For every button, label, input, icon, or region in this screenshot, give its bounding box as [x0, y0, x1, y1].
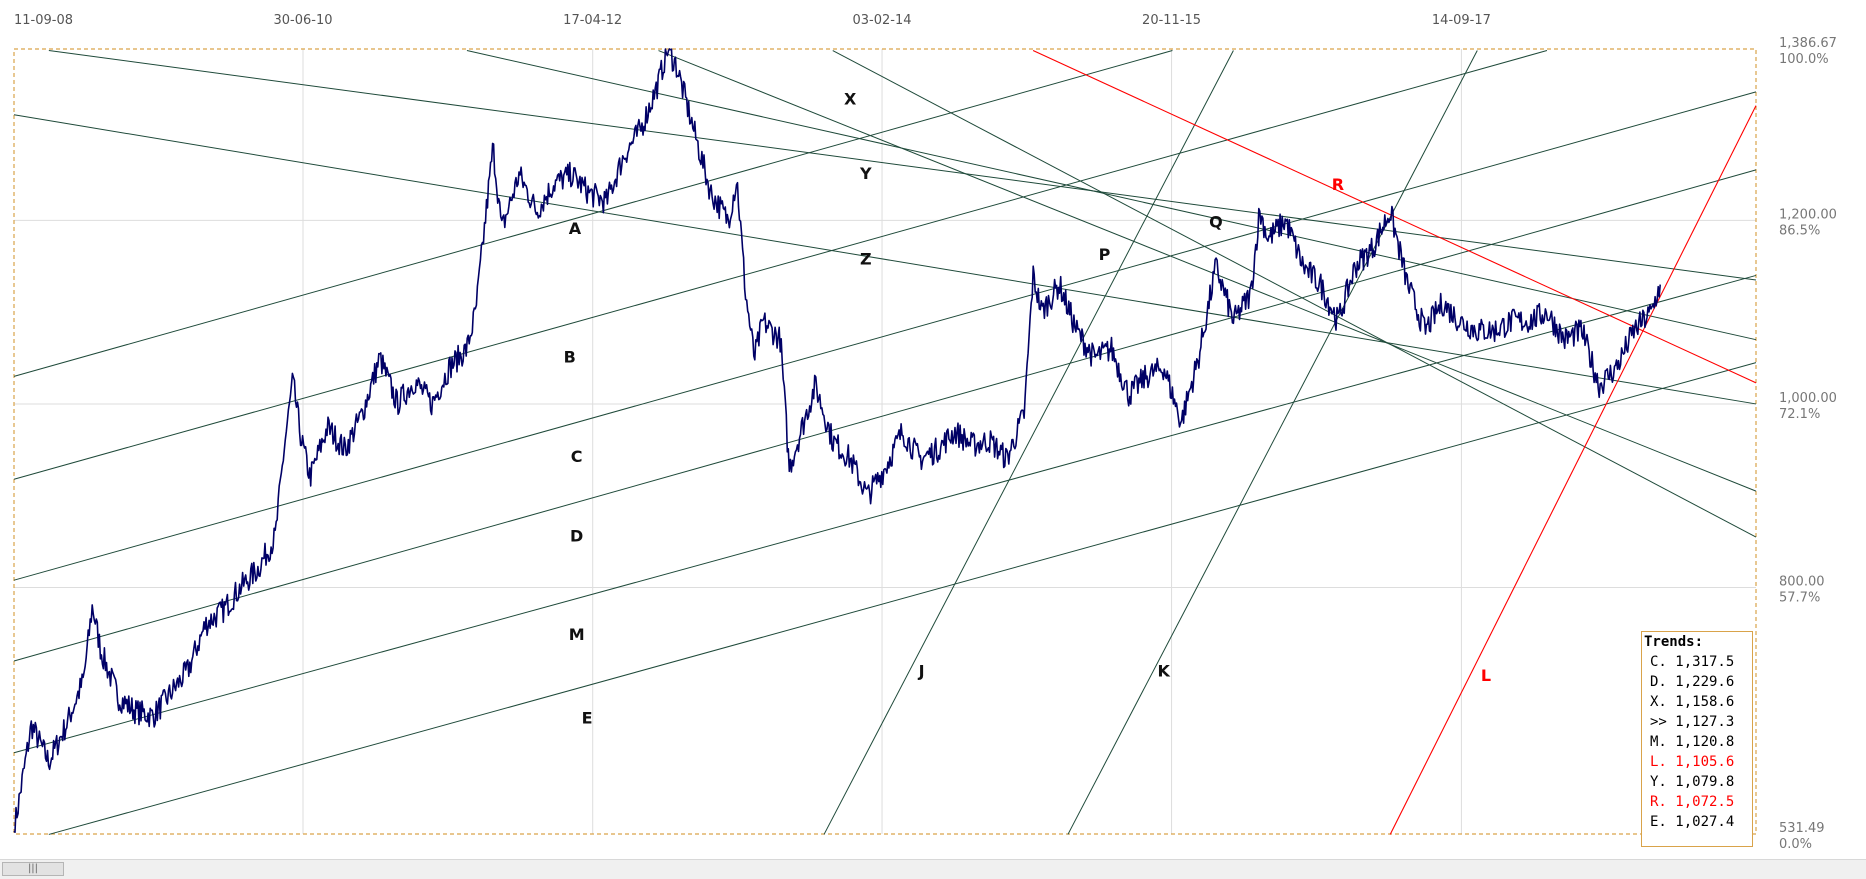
trendline-r	[1032, 50, 1757, 384]
trend-label-l: L	[1481, 666, 1491, 685]
trend-row: M. 1,120.8	[1650, 734, 1735, 750]
trend-label-m: M	[569, 625, 585, 644]
trend-label-q: Q	[1209, 213, 1223, 232]
trend-row: L. 1,105.6	[1650, 754, 1735, 770]
y-tick-label: 1,386.67	[1779, 36, 1837, 51]
trends-legend-title: Trends:	[1644, 634, 1704, 650]
trend-label-b: B	[564, 348, 576, 367]
trendline-k	[1067, 50, 1478, 835]
y-tick-label: 531.49	[1779, 821, 1825, 836]
trend-label-z: Z	[860, 249, 872, 268]
trend-row: D. 1,229.6	[1650, 674, 1735, 690]
y-tick-percent: 57.7%	[1779, 591, 1820, 606]
y-tick-label: 1,200.00	[1779, 207, 1837, 222]
price-series	[13, 48, 1661, 833]
trendline-j	[823, 50, 1234, 835]
trend-row: X. 1,158.6	[1650, 694, 1735, 710]
trends-legend: Trends: C. 1,317.5 D. 1,229.6 X. 1,158.6…	[1641, 631, 1753, 847]
trend-label-k: K	[1158, 662, 1171, 681]
horizontal-scrollbar[interactable]: |||	[0, 859, 1866, 879]
trend-row: R. 1,072.5	[1650, 794, 1735, 810]
y-tick-percent: 0.0%	[1779, 837, 1812, 852]
trendlines	[13, 50, 1757, 835]
trendline-q	[13, 274, 1757, 754]
trend-row: >> 1,127.3	[1650, 714, 1735, 730]
y-tick-label: 800.00	[1779, 575, 1825, 590]
trendline-d	[13, 91, 1757, 581]
trend-label-x: X	[844, 90, 857, 109]
trend-label-c: C	[571, 447, 583, 466]
x-tick-label: 20-11-15	[1142, 13, 1201, 28]
grid-lines	[14, 49, 1756, 834]
trendline-x	[466, 50, 1757, 341]
y-tick-label: 1,000.00	[1779, 391, 1837, 406]
trendline-b	[13, 50, 1173, 377]
trend-label-d: D	[570, 527, 583, 546]
trend-label-j: J	[918, 662, 925, 681]
x-tick-label: 03-02-14	[853, 13, 912, 28]
x-tick-label: 30-06-10	[273, 13, 332, 28]
trendline-p	[832, 50, 1757, 538]
trend-row: E. 1,027.4	[1650, 814, 1735, 830]
y-tick-percent: 100.0%	[1779, 52, 1829, 67]
price-line	[13, 48, 1661, 833]
trendline-z	[658, 50, 1757, 492]
trend-label-y: Y	[859, 164, 872, 183]
x-axis-ticks: 11-09-08 30-06-10 17-04-12 03-02-14 20-11-15…	[14, 13, 1491, 28]
y-tick-percent: 86.5%	[1779, 223, 1820, 238]
trendline-m	[13, 169, 1757, 662]
trend-row: Y. 1,079.8	[1650, 774, 1735, 790]
trend-labels: A B C D M E X Y Z P Q J K R L	[564, 90, 1491, 728]
trendline-a	[48, 50, 1757, 281]
trendline-l	[1389, 105, 1757, 835]
trend-label-r: R	[1332, 175, 1344, 194]
trendline-e	[48, 362, 1757, 835]
x-tick-label: 14-09-17	[1432, 13, 1491, 28]
trend-label-e: E	[582, 708, 593, 727]
trendline-y	[13, 114, 1757, 405]
trend-label-p: P	[1099, 245, 1111, 264]
y-tick-percent: 72.1%	[1779, 407, 1820, 422]
trendline-c	[13, 50, 1548, 480]
x-tick-label: 11-09-08	[14, 13, 73, 28]
x-tick-label: 17-04-12	[563, 13, 622, 28]
plot-area-border	[13, 48, 1757, 835]
scrollbar-thumb[interactable]: |||	[2, 862, 64, 876]
trend-row: C. 1,317.5	[1650, 654, 1735, 670]
trend-label-a: A	[569, 219, 582, 238]
